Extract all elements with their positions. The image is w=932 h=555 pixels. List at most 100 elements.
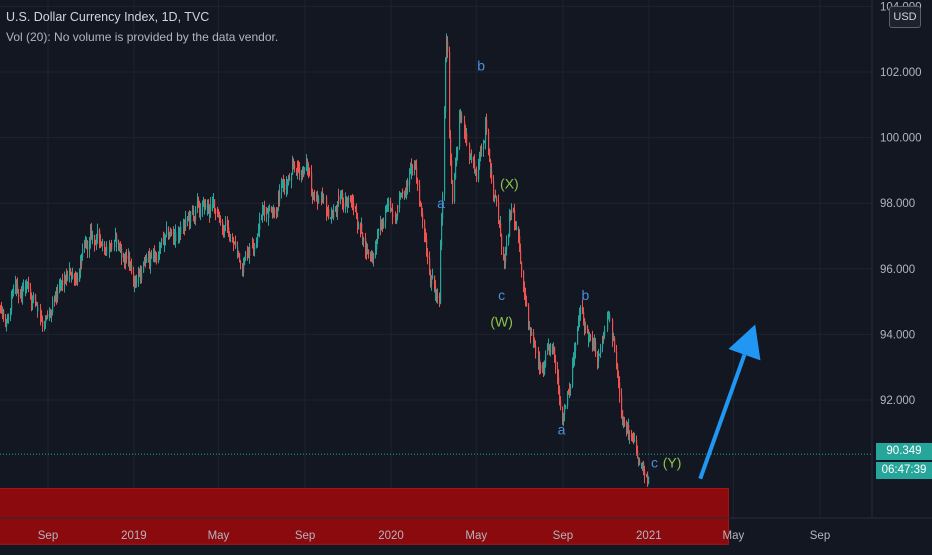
candle-body: [621, 395, 623, 411]
candle-body: [387, 205, 389, 207]
candle-body: [306, 161, 308, 168]
candle-body: [243, 264, 245, 273]
candle-body: [638, 460, 640, 462]
candle-body: [429, 258, 431, 275]
candle-body: [380, 223, 382, 230]
candle-body: [417, 179, 419, 186]
candle-body: [44, 323, 46, 328]
candle-body: [530, 327, 532, 336]
candle-body: [321, 194, 323, 199]
candle-body: [479, 154, 481, 167]
candle-body: [531, 331, 533, 336]
candle-body: [129, 256, 131, 266]
candle-body: [521, 262, 523, 272]
time-tick-label: Sep: [38, 530, 58, 542]
candle-body: [632, 437, 634, 439]
candle-body: [253, 244, 255, 249]
candle-body: [170, 232, 172, 234]
candle-body: [171, 232, 173, 234]
candle-body: [33, 294, 35, 300]
price-tick-label: 100.000: [880, 133, 922, 145]
candle-body: [52, 298, 54, 305]
candle-body: [82, 248, 84, 257]
candle-body: [121, 253, 123, 258]
candle-body: [565, 406, 567, 409]
candle-body: [534, 340, 536, 347]
candle-body: [333, 209, 335, 216]
candle-body: [238, 251, 240, 254]
candle-body: [430, 281, 432, 285]
candle-body: [50, 312, 52, 315]
candle-body: [220, 220, 222, 222]
candle-body: [526, 302, 528, 306]
candle-body: [234, 242, 236, 245]
candle-body: [323, 197, 325, 199]
candle-body: [559, 398, 561, 401]
candle-body: [460, 114, 462, 118]
candle-body: [40, 307, 42, 316]
candle-body: [230, 240, 232, 242]
currency-button[interactable]: USD: [889, 6, 921, 28]
candle-body: [569, 387, 571, 390]
candle-body: [377, 231, 379, 241]
candle-body: [607, 324, 609, 330]
candle-body: [100, 241, 102, 243]
candle-body: [46, 317, 48, 320]
candle-body: [79, 271, 81, 282]
candle-body: [139, 274, 141, 277]
candle-body: [592, 337, 594, 349]
candle-body: [244, 258, 246, 265]
candle-body: [258, 225, 260, 235]
candle-body: [6, 323, 8, 325]
candle-body: [554, 354, 556, 361]
candle-body: [603, 336, 605, 341]
candle-body: [245, 252, 247, 259]
candle-body: [351, 198, 353, 207]
candle-body: [425, 236, 427, 240]
candle-body: [481, 146, 483, 150]
candle-body: [410, 166, 412, 173]
candle-body: [168, 233, 170, 238]
time-tick-label: May: [208, 530, 230, 542]
candle-body: [228, 227, 230, 237]
candle-body: [518, 227, 520, 239]
candle-body: [538, 359, 540, 363]
candle-body: [131, 265, 133, 273]
candle-body: [580, 306, 582, 316]
candle-body: [277, 207, 279, 217]
candle-body: [434, 275, 436, 287]
candle-body: [470, 156, 472, 158]
time-axis[interactable]: Sep 2019 May Sep 2020 May Sep 2021 May Sep: [0, 517, 932, 542]
candle-body: [75, 277, 77, 283]
candle-body: [71, 274, 73, 279]
candle-body: [475, 169, 477, 171]
candle-body: [156, 254, 158, 262]
candle-body: [338, 195, 340, 201]
candle-body: [192, 210, 194, 212]
candle-body: [11, 302, 13, 311]
candle-body: [381, 223, 383, 225]
candle-body: [116, 240, 118, 244]
candle-body: [452, 180, 454, 202]
symbol-title[interactable]: U.S. Dollar Currency Index, 1D, TVC: [6, 10, 210, 24]
candle-body: [80, 261, 82, 266]
candle-body: [235, 242, 237, 248]
candle-body: [391, 209, 393, 212]
candle-body: [2, 309, 4, 316]
candle-body: [600, 346, 602, 354]
candle-body: [269, 207, 271, 212]
candle-body: [317, 193, 319, 203]
candle-body: [440, 246, 442, 275]
candle-body: [262, 209, 264, 217]
candle-body: [419, 185, 421, 205]
candle-body: [575, 344, 577, 351]
projection-arrow[interactable]: [698, 324, 761, 480]
candle-body: [143, 265, 145, 273]
candle-body: [119, 246, 121, 248]
candle-body: [622, 410, 624, 419]
candle-body: [495, 196, 497, 198]
candle-body: [595, 342, 597, 355]
candle-body: [563, 414, 565, 421]
